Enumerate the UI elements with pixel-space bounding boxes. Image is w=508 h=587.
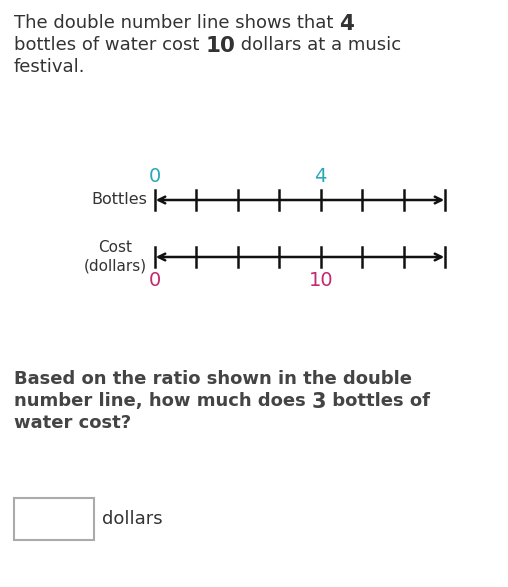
Text: bottles of: bottles of <box>327 392 430 410</box>
Text: 10: 10 <box>205 36 235 56</box>
Text: Bottles: Bottles <box>91 193 147 207</box>
Text: 3: 3 <box>312 392 327 412</box>
Text: number line, how much does: number line, how much does <box>14 392 312 410</box>
Text: dollars at a music: dollars at a music <box>235 36 401 54</box>
Text: 10: 10 <box>308 271 333 290</box>
Text: 0: 0 <box>149 271 161 290</box>
Bar <box>14 498 94 540</box>
Text: Based on the ratio shown in the double: Based on the ratio shown in the double <box>14 370 412 388</box>
Text: 4: 4 <box>339 14 354 34</box>
Text: 4: 4 <box>314 167 327 186</box>
Text: The double number line shows that: The double number line shows that <box>14 14 339 32</box>
Text: water cost?: water cost? <box>14 414 131 432</box>
Text: 0: 0 <box>149 167 161 186</box>
Text: festival.: festival. <box>14 58 85 76</box>
Text: dollars: dollars <box>102 510 163 528</box>
Text: Cost
(dollars): Cost (dollars) <box>84 240 147 274</box>
Text: bottles of water cost: bottles of water cost <box>14 36 205 54</box>
